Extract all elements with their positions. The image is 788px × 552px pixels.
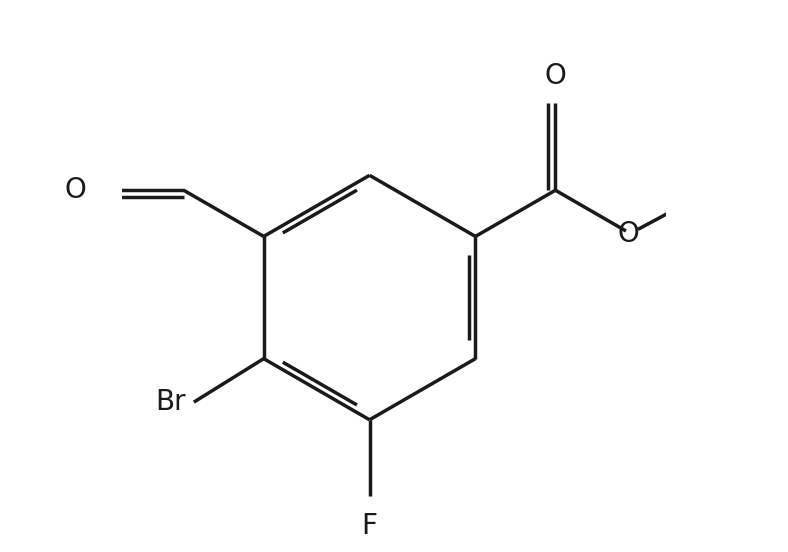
Text: O: O: [618, 220, 640, 248]
Text: O: O: [545, 62, 567, 90]
Text: Br: Br: [155, 388, 186, 416]
Text: O: O: [64, 176, 86, 204]
Text: F: F: [362, 512, 377, 540]
